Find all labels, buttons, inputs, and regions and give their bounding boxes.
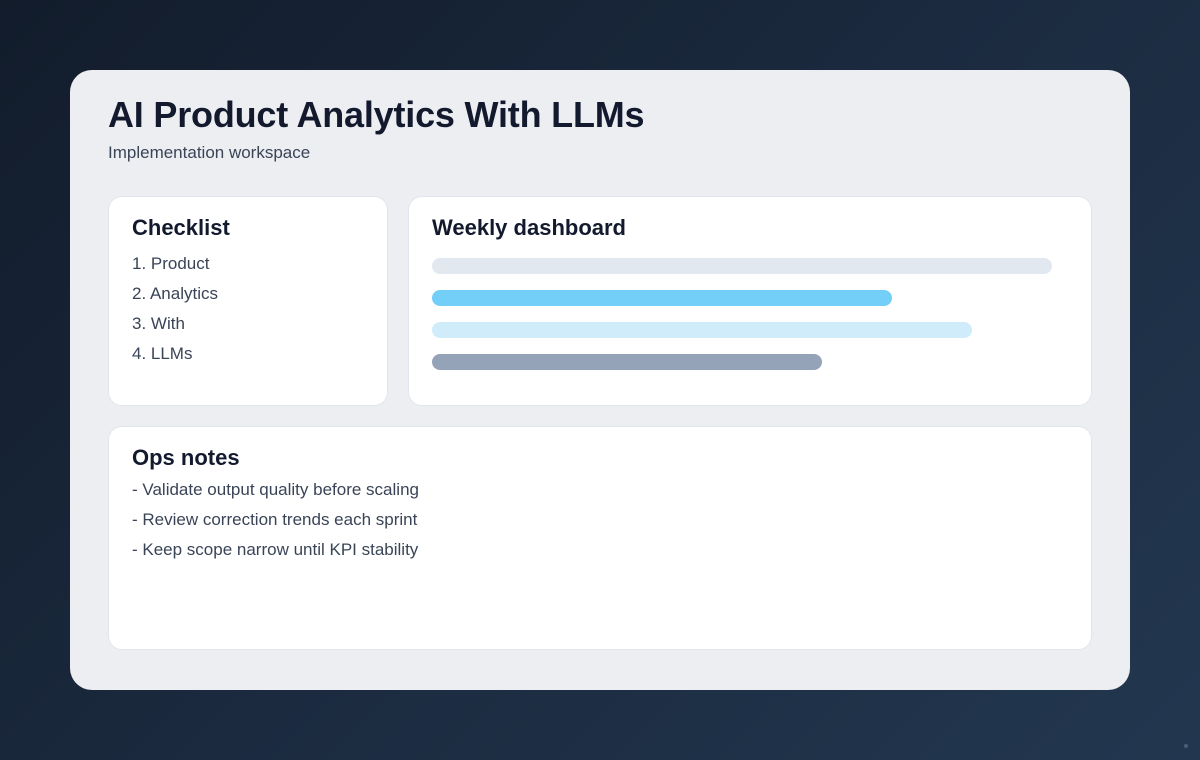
notes-title: Ops notes	[132, 445, 240, 470]
checklist-item: 4. LLMs	[132, 344, 193, 363]
dashboard-bar	[432, 354, 822, 370]
dashboard-bar	[432, 258, 1052, 274]
checklist-item: 2. Analytics	[132, 284, 218, 303]
corner-dot	[1184, 744, 1188, 748]
note-item: - Keep scope narrow until KPI stability	[132, 540, 419, 559]
page-subtitle: Implementation workspace	[108, 143, 311, 162]
notes-list: - Validate output quality before scaling…	[132, 479, 419, 569]
checklist-title: Checklist	[132, 215, 230, 240]
note-item: - Review correction trends each sprint	[132, 510, 418, 529]
ops-notes-card: Ops notes - Validate output quality befo…	[108, 426, 1092, 650]
dashboard-title: Weekly dashboard	[432, 215, 626, 240]
checklist-card: Checklist 1. Product 2. Analytics 3. Wit…	[108, 196, 388, 406]
workspace-panel: AI Product Analytics With LLMs Implement…	[70, 70, 1130, 690]
note-item: - Validate output quality before scaling	[132, 480, 419, 499]
page-title: AI Product Analytics With LLMs	[108, 94, 645, 135]
checklist-item: 1. Product	[132, 254, 210, 273]
dashboard-bar	[432, 290, 892, 306]
checklist-item: 3. With	[132, 314, 185, 333]
checklist-list: 1. Product 2. Analytics 3. With 4. LLMs	[132, 253, 218, 373]
dashboard-bars	[432, 258, 1052, 386]
weekly-dashboard-card: Weekly dashboard	[408, 196, 1092, 406]
dashboard-bar	[432, 322, 972, 338]
